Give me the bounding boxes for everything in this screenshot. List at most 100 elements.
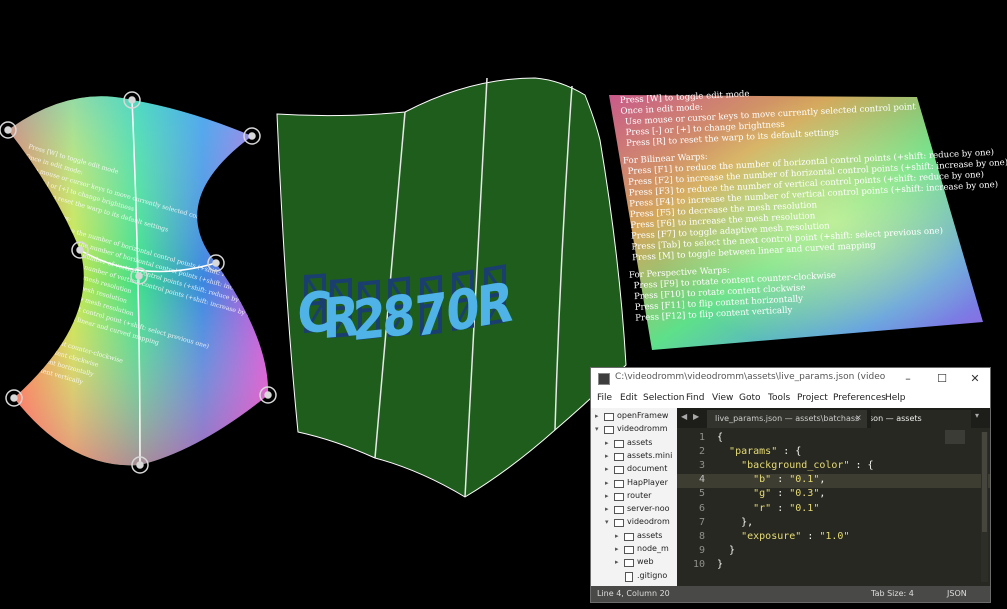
menu-preferences[interactable]: Preferences xyxy=(833,393,886,403)
control-point[interactable] xyxy=(71,241,89,259)
control-point[interactable] xyxy=(259,386,277,404)
menu-selection[interactable]: Selection xyxy=(643,393,685,403)
chevron-right-icon[interactable]: ▸ xyxy=(615,531,619,540)
menu-file[interactable]: File xyxy=(597,393,613,403)
tab-list-icon[interactable]: ▾ xyxy=(975,411,980,420)
folder-icon xyxy=(614,519,624,528)
control-point[interactable] xyxy=(130,267,148,285)
svg-text:R: R xyxy=(323,285,360,352)
sidebar-item-label: document xyxy=(627,464,668,474)
close-button[interactable]: ✕ xyxy=(970,372,980,385)
sidebar-item-label: assets.mini xyxy=(627,450,673,460)
folder-icon xyxy=(614,439,624,448)
minimap-viewport[interactable] xyxy=(945,430,965,444)
segment-glyph: R xyxy=(323,278,360,352)
menu-help[interactable]: Help xyxy=(885,393,906,403)
sidebar-item-label: server-noo xyxy=(627,504,670,514)
vertical-scrollbar[interactable] xyxy=(981,432,988,582)
code-line: "exposure" : "1.0" xyxy=(741,530,850,542)
menu-view[interactable]: View xyxy=(712,393,734,403)
control-point[interactable] xyxy=(131,456,149,474)
menu-tools[interactable]: Tools xyxy=(768,393,791,403)
tab-live-params-assets[interactable]: son — assets xyxy=(871,410,971,428)
window-title: C:\videodromm\videodromm\assets\live_par… xyxy=(615,372,885,382)
maximize-button[interactable]: ☐ xyxy=(937,372,947,385)
control-point[interactable] xyxy=(0,121,17,139)
tab-size-indicator[interactable]: Tab Size: 4 xyxy=(871,589,914,598)
editor-pane[interactable]: ◀ ▶ live_params.json — assets\batchass ×… xyxy=(677,408,990,586)
tab-nav-left-icon[interactable]: ◀ xyxy=(681,412,688,421)
svg-text:0: 0 xyxy=(446,276,479,345)
line-number: 9 xyxy=(698,544,705,556)
folder-icon xyxy=(604,426,614,435)
chevron-right-icon[interactable]: ▸ xyxy=(615,558,619,567)
line-number: 6 xyxy=(698,502,705,514)
sidebar-item-label: openFramew xyxy=(617,411,669,420)
folder-icon xyxy=(604,413,614,421)
sidebar-item-label: videodrom xyxy=(627,517,670,527)
menu-goto[interactable]: Goto xyxy=(739,393,761,403)
chevron-right-icon[interactable]: ▸ xyxy=(605,478,609,487)
chevron-right-icon[interactable]: ▸ xyxy=(605,491,609,500)
control-point[interactable] xyxy=(123,91,141,109)
scrollbar-thumb[interactable] xyxy=(982,432,987,532)
app-icon xyxy=(598,373,610,385)
folder-icon xyxy=(614,506,624,515)
menu-find[interactable]: Find xyxy=(686,393,705,403)
line-number: 5 xyxy=(698,488,705,500)
code-line: "r" : "0.1" xyxy=(753,502,820,514)
sidebar-item-label: assets xyxy=(627,437,653,447)
chevron-down-icon[interactable]: ▾ xyxy=(605,518,609,527)
sidebar-item-label: .gitigno xyxy=(637,570,668,580)
title-bar[interactable]: C:\videodromm\videodromm\assets\live_par… xyxy=(591,368,990,390)
control-point[interactable] xyxy=(207,254,225,272)
line-number: 3 xyxy=(698,460,705,472)
menu-edit[interactable]: Edit xyxy=(620,393,638,403)
segment-glyph: 8 xyxy=(382,276,416,351)
menu-project[interactable]: Project xyxy=(797,393,828,403)
left-warp-control-points[interactable] xyxy=(0,91,277,474)
svg-text:8: 8 xyxy=(382,283,415,351)
warp-text-line: For Perspective Warps: xyxy=(0,307,52,334)
code-line: { xyxy=(717,432,724,443)
chevron-right-icon[interactable]: ▸ xyxy=(615,545,619,553)
folder-icon xyxy=(614,492,624,501)
minimap[interactable] xyxy=(945,430,980,580)
control-point[interactable] xyxy=(243,127,261,145)
chevron-right-icon[interactable]: ▸ xyxy=(595,412,599,420)
code-line: "g" : "0.3", xyxy=(753,488,826,500)
tab-close-icon[interactable]: × xyxy=(855,413,862,422)
code-line: "params" : { xyxy=(729,446,802,458)
tab-nav-right-icon[interactable]: ▶ xyxy=(693,412,700,421)
folder-icon xyxy=(614,466,624,475)
chevron-down-icon[interactable]: ▾ xyxy=(595,425,599,434)
folder-icon xyxy=(614,452,624,461)
status-bar: Line 4, Column 20 Tab Size: 4 JSON xyxy=(591,586,990,602)
syntax-indicator[interactable]: JSON xyxy=(947,589,967,598)
sidebar-item-label: node_m xyxy=(637,544,669,553)
chevron-right-icon[interactable]: ▸ xyxy=(605,451,609,460)
code-line: } xyxy=(717,544,736,556)
minimize-button[interactable]: – xyxy=(905,372,911,385)
chevron-right-icon[interactable]: ▸ xyxy=(605,438,609,447)
tab-live-params-batchass[interactable]: live_params.json — assets\batchass × xyxy=(707,410,867,428)
file-icon xyxy=(625,571,633,582)
line-number: 2 xyxy=(698,446,705,458)
tab-bar: ◀ ▶ live_params.json — assets\batchass ×… xyxy=(677,408,990,428)
line-number: 10 xyxy=(692,558,705,570)
segment-glyph: 0 xyxy=(446,269,480,345)
segment-glyph: C xyxy=(297,273,333,347)
sidebar-item-label: assets xyxy=(637,530,663,540)
warp-text-line: Once in edit mode: xyxy=(620,102,703,116)
chevron-right-icon[interactable]: ▸ xyxy=(605,465,609,474)
code-line: } xyxy=(717,558,724,570)
segment-glyph: 7 xyxy=(414,274,448,350)
tab-label: live_params.json — assets\batchass xyxy=(715,414,860,423)
chevron-right-icon[interactable]: ▸ xyxy=(605,505,609,514)
control-point[interactable] xyxy=(5,389,23,407)
line-number-gutter: 1 2 3 4 5 6 7 8 9 10 xyxy=(677,432,707,586)
